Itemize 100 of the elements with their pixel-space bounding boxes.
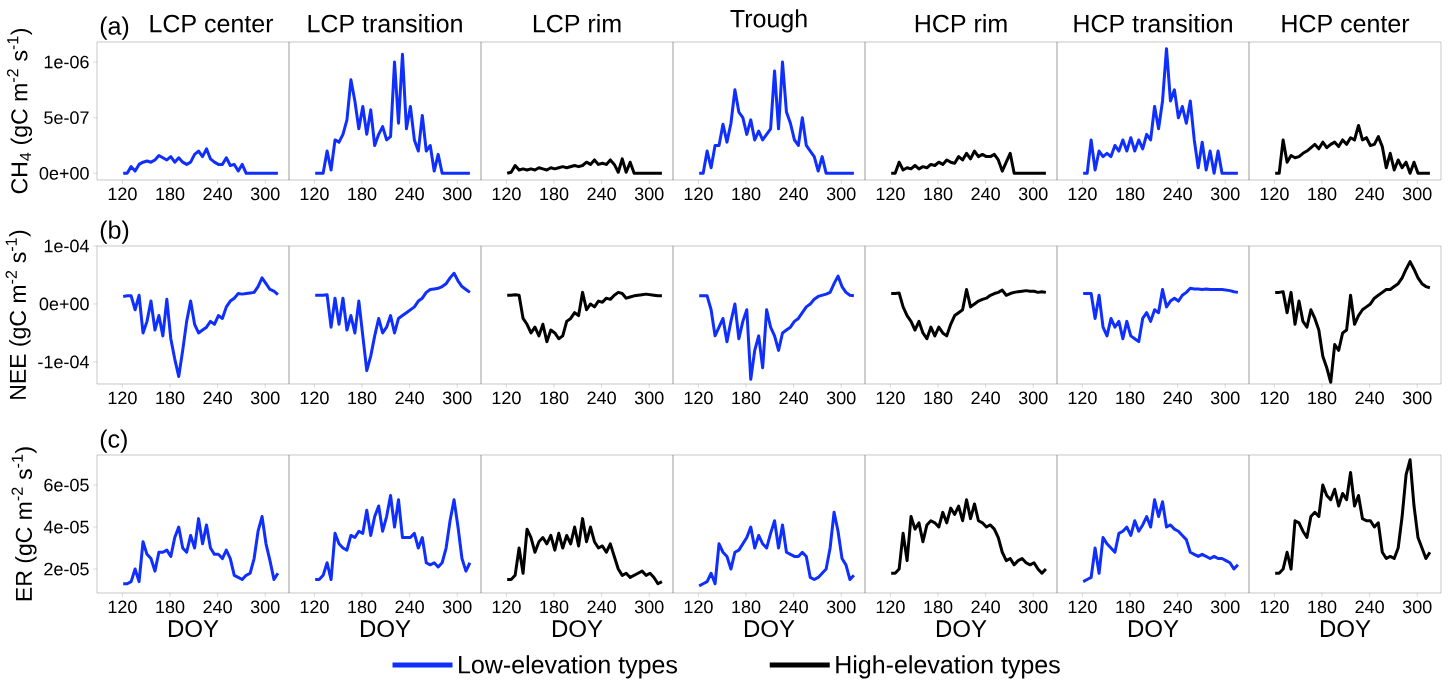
x-tick-label: 180: [1116, 391, 1145, 405]
y-axis-title: CH$_{4}$ (gC m$^{-2}$ s$^{-1}$): [7, 28, 33, 194]
chart-title: HCP transition: [1074, 14, 1232, 33]
x-tick-label: 300: [1018, 600, 1048, 614]
y-tick-label: 6e-05: [44, 478, 89, 492]
x-tick-label: 120: [1068, 600, 1097, 614]
x-tick-label: 120: [1260, 187, 1289, 201]
text: (c): [100, 429, 127, 453]
x-tick-label: 240: [1355, 600, 1384, 614]
x-tick-label: 120: [876, 600, 905, 614]
y-tick-label: 0e+00: [39, 297, 89, 311]
x-tick-label: 300: [826, 391, 856, 405]
x-tick-label: 240: [203, 187, 232, 201]
text: (b): [100, 220, 129, 244]
y-axis-title: NEE (gC m$^{-2}$ s$^{-1}$): [5, 230, 31, 399]
x-tick-label: 120: [876, 391, 905, 405]
x-tick-label: 300: [1210, 187, 1240, 201]
chart-title: HCP rim: [915, 14, 1007, 33]
x-axis-title: DOY: [936, 620, 987, 638]
x-tick-label: 240: [395, 391, 424, 405]
x-tick-label: 240: [971, 391, 1000, 405]
y-tick-label: 5e-07: [44, 111, 89, 125]
x-tick-label: 240: [1355, 187, 1384, 201]
x-tick-label: 240: [1163, 391, 1192, 405]
x-axis-title: DOY: [168, 620, 219, 638]
x-tick-label: 180: [1116, 600, 1145, 614]
x-tick-label: 120: [108, 187, 137, 201]
x-tick-label: 180: [156, 187, 185, 201]
x-tick-label: 300: [1018, 391, 1048, 405]
x-tick-label: 300: [442, 391, 472, 405]
x-tick-label: 180: [924, 600, 953, 614]
x-tick-label: 240: [971, 600, 1000, 614]
y-tick-label: 0e+00: [39, 166, 89, 180]
x-tick-label: 120: [1260, 600, 1289, 614]
x-tick-label: 300: [1402, 391, 1432, 405]
x-tick-label: 300: [442, 600, 472, 614]
x-tick-label: 300: [826, 187, 856, 201]
x-tick-label: 180: [348, 391, 377, 405]
x-tick-label: 180: [732, 600, 761, 614]
x-tick-label: 120: [108, 600, 137, 614]
x-tick-label: 240: [779, 187, 808, 201]
x-tick-label: 300: [634, 391, 664, 405]
x-tick-label: 300: [1402, 600, 1432, 614]
x-tick-label: 120: [1068, 391, 1097, 405]
x-tick-label: 120: [684, 391, 713, 405]
legend-label: High-elevation types: [836, 655, 1060, 679]
x-tick-label: 120: [300, 391, 329, 405]
x-tick-label: 120: [684, 187, 713, 201]
x-tick-label: 240: [587, 187, 616, 201]
x-tick-label: 180: [348, 187, 377, 201]
x-axis-title: DOY: [360, 620, 411, 638]
chart-title: Trough: [730, 9, 807, 33]
x-tick-label: 180: [540, 187, 569, 201]
x-tick-label: 240: [779, 600, 808, 614]
x-tick-label: 240: [1355, 391, 1384, 405]
x-tick-label: 300: [250, 391, 280, 405]
x-tick-label: 180: [924, 391, 953, 405]
x-tick-label: 300: [250, 600, 280, 614]
x-tick-label: 240: [1163, 600, 1192, 614]
x-tick-label: 240: [587, 391, 616, 405]
x-tick-label: 180: [156, 391, 185, 405]
x-tick-label: 300: [1402, 187, 1432, 201]
x-tick-label: 180: [1308, 391, 1337, 405]
x-tick-label: 300: [826, 600, 856, 614]
x-tick-label: 300: [442, 187, 472, 201]
x-tick-label: 240: [395, 187, 424, 201]
x-tick-label: 240: [971, 187, 1000, 201]
x-axis-title: DOY: [744, 620, 795, 638]
line-series: [121, 276, 280, 378]
x-tick-label: 240: [203, 600, 232, 614]
x-tick-label: 240: [1163, 187, 1192, 201]
x-tick-label: 120: [1260, 391, 1289, 405]
x-axis-title: DOY: [1128, 620, 1179, 638]
x-tick-label: 120: [300, 187, 329, 201]
x-tick-label: 120: [108, 391, 137, 405]
x-tick-label: 240: [779, 391, 808, 405]
x-tick-label: 120: [1068, 187, 1097, 201]
legend-label: Low-elevation types: [459, 655, 677, 679]
x-tick-label: 240: [395, 600, 424, 614]
x-tick-label: 180: [732, 391, 761, 405]
x-tick-label: 120: [492, 187, 521, 201]
x-tick-label: 180: [156, 600, 185, 614]
y-tick-label: 1e-04: [44, 239, 89, 253]
x-tick-label: 180: [1308, 187, 1337, 201]
x-tick-label: 300: [250, 187, 280, 201]
x-tick-label: 120: [684, 600, 713, 614]
x-tick-label: 120: [492, 600, 521, 614]
text: (a): [100, 16, 129, 40]
x-tick-label: 300: [1210, 600, 1240, 614]
x-tick-label: 300: [1210, 391, 1240, 405]
y-axis-title: ER (gC m$^{-2}$ s$^{-1}$): [11, 447, 37, 601]
x-tick-label: 180: [348, 600, 377, 614]
x-axis-title: DOY: [1320, 620, 1371, 638]
chart-title: LCP transition: [308, 14, 462, 33]
x-tick-label: 120: [300, 600, 329, 614]
x-tick-label: 300: [1018, 187, 1048, 201]
x-tick-label: 180: [1116, 187, 1145, 201]
x-tick-label: 120: [876, 187, 905, 201]
x-axis-title: DOY: [552, 620, 603, 638]
x-tick-label: 300: [634, 187, 664, 201]
